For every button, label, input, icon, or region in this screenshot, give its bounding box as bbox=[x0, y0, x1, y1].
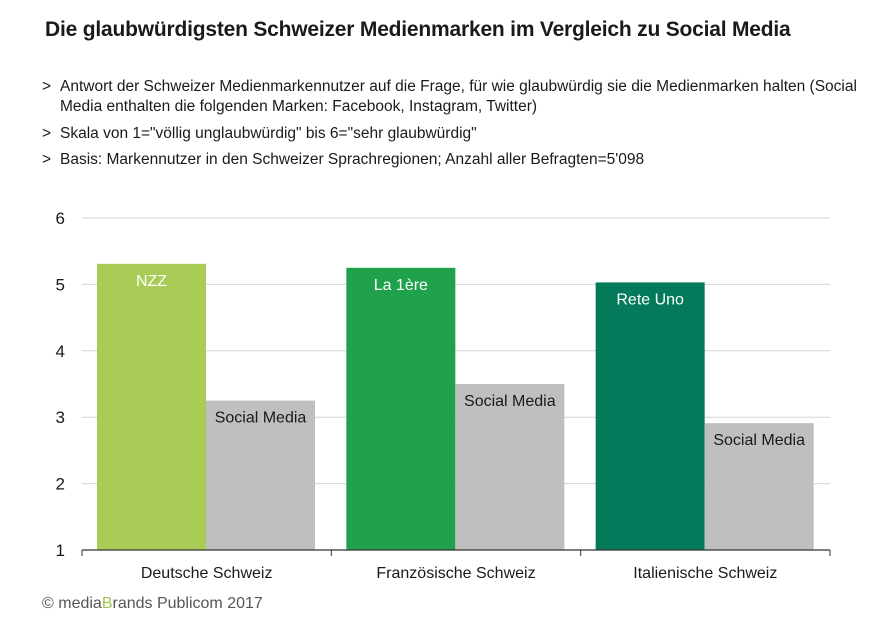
bar-label: Social Media bbox=[713, 432, 805, 449]
y-tick-label: 3 bbox=[56, 408, 65, 427]
y-tick-label: 4 bbox=[56, 342, 65, 361]
note-text: Antwort der Schweizer Medienmarkennutzer… bbox=[60, 78, 857, 115]
bar-label: La 1ère bbox=[374, 277, 428, 294]
bar bbox=[455, 384, 565, 550]
footer-suffix: rands Publicom 2017 bbox=[112, 595, 263, 612]
footer-brand-letter: B bbox=[101, 595, 113, 612]
y-tick-label: 6 bbox=[56, 209, 65, 228]
note-text: Basis: Markennutzer in den Schweizer Spr… bbox=[60, 151, 645, 168]
note-text: Skala von 1="völlig unglaubwürdig" bis 6… bbox=[60, 125, 477, 142]
note-marker: > bbox=[42, 125, 52, 142]
bar-label: NZZ bbox=[136, 273, 167, 290]
y-tick-label: 1 bbox=[56, 541, 65, 560]
x-category-label: Französische Schweiz bbox=[376, 565, 535, 582]
note-marker: > bbox=[42, 151, 52, 168]
x-category-label: Italienische Schweiz bbox=[633, 565, 777, 582]
note-scale: > Skala von 1="völlig unglaubwürdig" bis… bbox=[42, 124, 881, 144]
note-question: > Antwort der Schweizer Medienmarkennutz… bbox=[42, 77, 875, 117]
chart-title: Die glaubwürdigsten Schweizer Medienmark… bbox=[45, 18, 791, 41]
copyright-footer: © mediaBrands Publicom 2017 bbox=[42, 595, 263, 613]
y-tick-label: 5 bbox=[56, 275, 65, 294]
notes: > Antwort der Schweizer Medienmarkennutz… bbox=[42, 77, 881, 176]
bar bbox=[704, 423, 814, 550]
x-category-label: Deutsche Schweiz bbox=[141, 565, 273, 582]
bar bbox=[346, 267, 456, 550]
y-tick-label: 2 bbox=[56, 475, 65, 494]
bar bbox=[595, 282, 705, 550]
bar-label: Rete Uno bbox=[616, 291, 684, 308]
bar bbox=[97, 263, 206, 550]
bar bbox=[206, 400, 315, 550]
note-marker: > bbox=[42, 78, 52, 95]
bar-label: Social Media bbox=[464, 393, 556, 410]
footer-prefix: © media bbox=[42, 595, 102, 612]
note-base: > Basis: Markennutzer in den Schweizer S… bbox=[42, 150, 881, 170]
bar-label: Social Media bbox=[215, 410, 307, 427]
